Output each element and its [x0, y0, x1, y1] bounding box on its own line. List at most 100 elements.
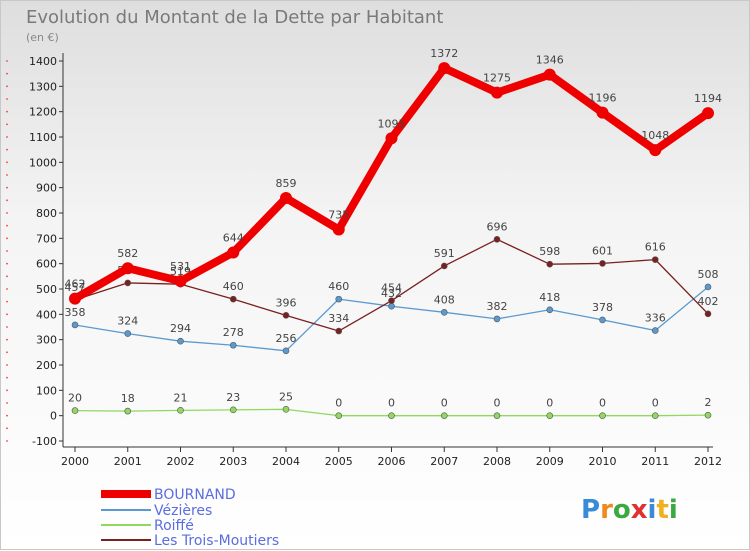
logo-letter: t	[656, 495, 668, 525]
data-point	[493, 412, 501, 419]
data-label: 23	[226, 391, 240, 404]
y-minor-dot	[6, 338, 8, 341]
data-label: 1194	[694, 92, 722, 105]
data-label: 336	[645, 312, 666, 325]
data-label: 0	[441, 397, 448, 410]
y-minor-dot	[6, 136, 8, 138]
data-label: 460	[328, 280, 349, 293]
data-point	[596, 106, 609, 119]
data-point	[649, 144, 662, 157]
data-label: 396	[276, 296, 297, 309]
data-label: 0	[546, 397, 553, 410]
y-tick-label: 800	[36, 207, 57, 220]
y-minor-dot	[6, 174, 8, 176]
x-tick-label: 2012	[694, 455, 722, 468]
y-minor-dot	[6, 72, 8, 75]
data-label: 1372	[430, 47, 458, 60]
data-point	[546, 306, 554, 314]
y-tick-label: 500	[36, 283, 57, 296]
data-label: 256	[276, 332, 297, 345]
data-point	[440, 262, 448, 270]
data-label: 294	[170, 322, 191, 335]
x-tick-label: 2008	[483, 455, 511, 468]
y-tick-label: 900	[36, 182, 57, 195]
data-label: 0	[599, 397, 606, 410]
data-label: 508	[698, 268, 719, 281]
y-minor-dot	[6, 427, 8, 430]
y-minor-dot	[6, 262, 8, 265]
y-minor-dot	[6, 161, 8, 164]
data-label: 644	[223, 232, 244, 245]
y-minor-dot	[6, 85, 8, 88]
logo-letter: P	[581, 495, 600, 525]
data-label: 378	[592, 301, 613, 314]
data-point	[227, 246, 240, 259]
data-label: 418	[539, 291, 560, 304]
y-minor-dot	[6, 250, 8, 252]
data-point	[229, 406, 237, 414]
y-tick-label: 0	[50, 410, 57, 423]
x-tick-label: 2001	[114, 455, 142, 468]
series-bournand: 462 582 531 644 859 735 1095 1372 1275 1346 1196 10…	[65, 47, 722, 305]
data-label: 0	[335, 397, 342, 410]
chart-title: Evolution du Montant de la Dette par Hab…	[26, 7, 443, 28]
y-minor-dot	[6, 402, 8, 404]
logo-letter: i	[648, 495, 657, 525]
data-point	[651, 327, 659, 334]
data-label: 1275	[483, 72, 511, 85]
axes: -100010020030040050060070080090010001100…	[6, 53, 722, 468]
data-label: 591	[434, 247, 455, 260]
x-tick-label: 2006	[378, 455, 406, 468]
y-tick-label: 1100	[29, 131, 57, 144]
data-point	[546, 260, 554, 268]
data-point	[124, 330, 132, 337]
data-label: 531	[170, 260, 191, 273]
legend-label: Les Trois-Moutiers	[154, 533, 279, 549]
data-point	[332, 223, 345, 236]
y-minor-dot	[6, 199, 8, 202]
y-minor-dot	[6, 186, 8, 189]
y-minor-dot	[6, 212, 8, 214]
y-minor-dot	[6, 326, 8, 328]
data-point	[282, 406, 290, 413]
data-label: 1196	[589, 92, 617, 105]
data-point	[493, 236, 501, 243]
data-label: 21	[174, 391, 188, 404]
data-label: 462	[65, 278, 86, 291]
y-tick-label: 600	[36, 258, 57, 271]
data-label: 696	[487, 220, 508, 233]
x-tick-label: 2003	[219, 455, 247, 468]
data-label: 601	[592, 244, 613, 257]
data-point	[599, 260, 606, 267]
y-tick-label: 700	[36, 232, 57, 245]
logo-letter: r	[600, 495, 613, 525]
data-label: 0	[652, 397, 659, 410]
proxiti-logo: Proxiti	[581, 495, 678, 525]
data-point	[651, 256, 659, 263]
data-point	[280, 192, 292, 205]
data-label: 598	[539, 245, 560, 258]
data-label: 1095	[378, 117, 406, 130]
data-point	[177, 407, 184, 414]
data-label: 0	[494, 397, 501, 410]
y-tick-label: 100	[36, 384, 57, 397]
data-point	[177, 337, 184, 345]
data-point	[546, 412, 554, 419]
data-point	[335, 412, 343, 419]
logo-letter: i	[669, 495, 678, 525]
x-tick-label: 2000	[61, 455, 89, 468]
legend-label: Vézières	[154, 503, 212, 519]
data-point	[599, 412, 606, 419]
data-point	[71, 321, 79, 329]
data-point	[438, 62, 451, 75]
data-label: 735	[328, 208, 349, 221]
y-minor-dot	[6, 123, 8, 126]
data-point	[440, 412, 448, 419]
y-minor-dot	[6, 237, 8, 240]
data-point	[282, 312, 290, 319]
data-point	[543, 68, 556, 81]
data-label: 1048	[641, 129, 669, 142]
